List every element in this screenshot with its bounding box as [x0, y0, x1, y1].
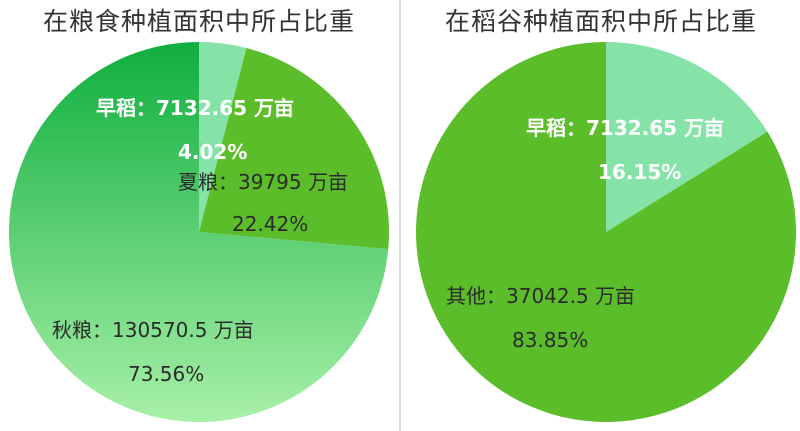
pie-chart	[8, 42, 389, 423]
chart-title: 在稻谷种植面积中所占比重	[444, 7, 757, 36]
pie-slice-early-rice	[199, 42, 247, 232]
slice-percent-early-rice: 4.02%	[178, 140, 248, 164]
pie-slice-other	[416, 42, 796, 423]
slice-percent-other: 83.85%	[512, 328, 589, 352]
slice-percent-early-rice: 16.15%	[598, 160, 682, 184]
chart-title: 在粮食种植面积中所占比重	[42, 7, 355, 36]
slice-label-other: 其他：37042.5 万亩	[446, 284, 636, 308]
slice-label-autumn-grain: 秋粮：130570.5 万亩	[52, 318, 254, 342]
pie-slice-summer-grain	[199, 48, 389, 250]
slice-label-early-rice: 早稻：7132.65 万亩	[96, 96, 295, 120]
chart-right: 在稻谷种植面积中所占比重 早稻：7132.65 万亩 16.15% 其他：370…	[402, 0, 800, 431]
pie-chart	[416, 42, 796, 423]
chart-left: 在粮食种植面积中所占比重 早稻：7132.65 万亩 4.02% 夏粮：3979…	[0, 0, 398, 431]
slice-percent-autumn-grain: 73.56%	[128, 362, 205, 386]
slice-percent-summer-grain: 22.42%	[232, 212, 309, 236]
pie-slice-early-rice	[606, 42, 768, 232]
slice-label-early-rice: 早稻：7132.65 万亩	[526, 116, 725, 140]
slice-label-summer-grain: 夏粮：39795 万亩	[178, 170, 348, 194]
pie-slice-autumn-grain	[8, 42, 389, 423]
panel-divider	[399, 0, 401, 431]
